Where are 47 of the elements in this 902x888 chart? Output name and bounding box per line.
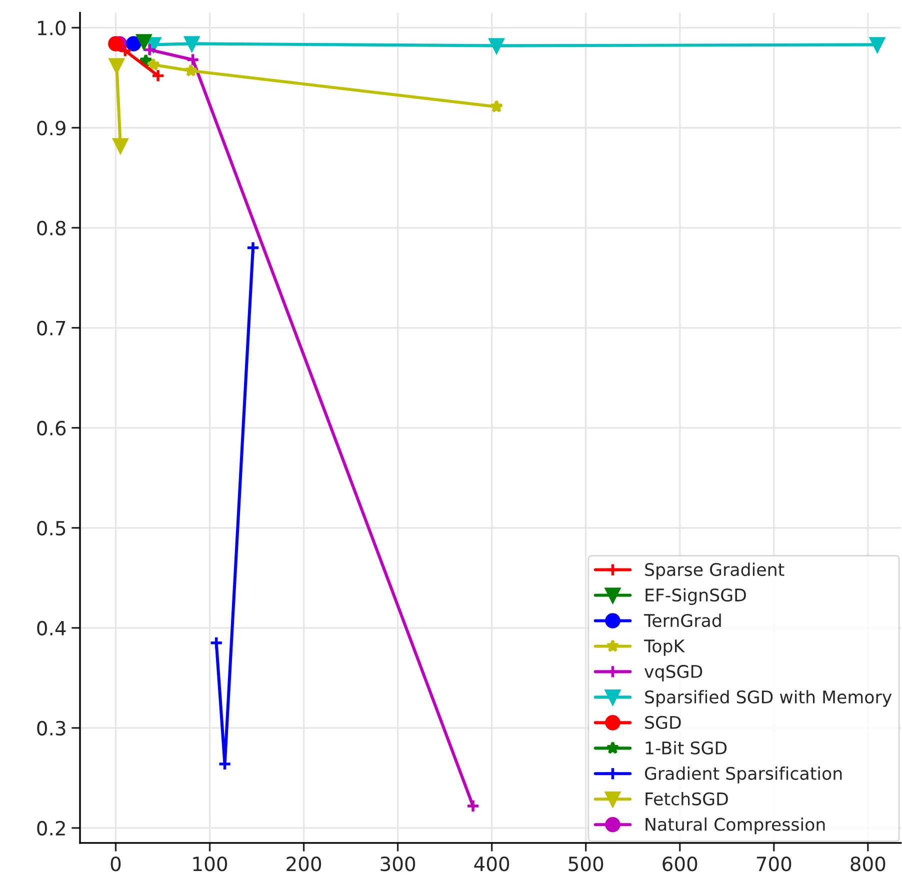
point [488, 38, 504, 54]
y-tick-label: 0.2 [37, 820, 65, 836]
legend-label: Sparsified SGD with Memory [645, 690, 892, 707]
y-tick-label: 0.4 [37, 620, 66, 636]
point [142, 42, 157, 57]
legend-label: Sparse Gradient [645, 562, 784, 580]
x-tick-label: 100 [193, 856, 228, 872]
x-tick-label: 800 [850, 856, 886, 872]
point [112, 138, 128, 154]
x-tick-label: 700 [756, 856, 792, 872]
legend-label: Natural Compression [646, 817, 825, 834]
x-tick-label: 400 [474, 856, 510, 872]
legend-label: vqSGD [644, 664, 702, 682]
y-tick-label: 1.0 [38, 20, 66, 36]
point [109, 58, 124, 74]
y-tick-label: 0.8 [37, 220, 66, 236]
point [108, 36, 124, 52]
legend-label: TopK [644, 640, 686, 656]
point [118, 44, 132, 58]
point [184, 64, 198, 77]
x-tick-label: 600 [662, 856, 698, 872]
point [466, 799, 480, 813]
y-tick-label: 0.5 [37, 520, 66, 536]
legend-label: FetchSGD [646, 792, 728, 806]
legend-label: TernGrad [644, 614, 721, 628]
y-tick-label: 0.7 [37, 320, 66, 336]
point [151, 68, 165, 83]
point [136, 34, 152, 50]
x-tick-label: 200 [286, 856, 322, 872]
x-tick-label: 500 [568, 856, 604, 872]
legend-label: EF-SignSGD [646, 588, 746, 605]
point [490, 100, 504, 113]
point [209, 636, 224, 650]
legend-label: 1-Bit SGD [646, 741, 727, 754]
y-tick-label: 0.6 [37, 420, 66, 436]
y-tick-label: 0.3 [37, 720, 66, 736]
point [126, 36, 142, 52]
x-tick-label: 300 [380, 856, 416, 872]
x-tick-label: 0 [110, 856, 121, 872]
point [146, 58, 160, 71]
legend-label: SGD [645, 716, 681, 730]
y-tick-label: 0.9 [37, 120, 66, 136]
point [184, 36, 200, 52]
point [870, 37, 885, 52]
point [186, 52, 200, 67]
legend-label: Gradient Sparsification [644, 766, 842, 784]
point [246, 240, 260, 255]
